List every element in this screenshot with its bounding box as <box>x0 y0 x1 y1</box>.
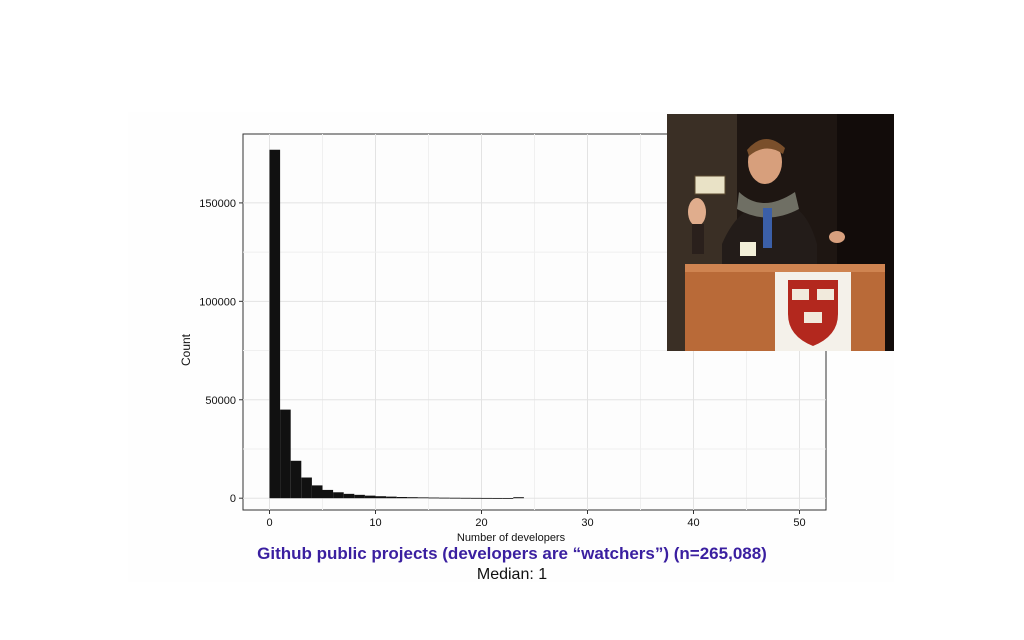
histogram-bar <box>502 498 514 499</box>
x-tick-label: 30 <box>581 517 593 529</box>
histogram-bar <box>417 497 429 499</box>
histogram-bar <box>375 496 387 499</box>
chart-caption-title: Github public projects (developers are “… <box>257 544 767 563</box>
histogram-bar <box>364 495 376 499</box>
y-tick-label: 150000 <box>199 198 236 210</box>
speaker-photo <box>667 114 894 351</box>
histogram-bar <box>354 494 365 499</box>
chart-caption-median: Median: 1 <box>476 566 548 583</box>
speaker-video-inset <box>667 114 894 351</box>
histogram-bar <box>460 497 471 499</box>
histogram-bar <box>407 497 418 499</box>
histogram-bar <box>470 497 482 499</box>
histogram-bar <box>513 497 524 499</box>
histogram-bars <box>269 149 524 499</box>
histogram-bar <box>492 497 503 499</box>
histogram-bar <box>311 485 323 499</box>
y-axis-label: Count <box>179 333 193 366</box>
histogram-bar <box>290 460 302 499</box>
x-tick-label: 20 <box>475 517 487 529</box>
y-tick-label: 0 <box>230 493 236 505</box>
histogram-bar <box>333 492 344 499</box>
histogram-bar <box>449 497 461 499</box>
histogram-bar <box>386 496 397 499</box>
histogram-bar <box>481 497 493 499</box>
axis-ticks: 0 10 20 30 40 50 0 50000 100000 150000 <box>199 198 805 529</box>
y-tick-label: 50000 <box>205 395 236 407</box>
histogram-bar <box>428 497 440 499</box>
histogram-bar <box>439 497 450 499</box>
histogram-bar <box>322 489 334 499</box>
x-tick-label: 0 <box>266 517 272 529</box>
x-tick-label: 10 <box>369 517 381 529</box>
y-tick-label: 100000 <box>199 296 236 308</box>
x-tick-label: 40 <box>687 517 699 529</box>
histogram-bar <box>280 409 291 499</box>
histogram-bar <box>343 493 355 499</box>
x-axis-label: Number of developers <box>457 532 566 544</box>
histogram-bar <box>301 477 312 499</box>
x-tick-label: 50 <box>793 517 805 529</box>
histogram-bar <box>269 149 281 499</box>
histogram-bar <box>396 497 408 499</box>
